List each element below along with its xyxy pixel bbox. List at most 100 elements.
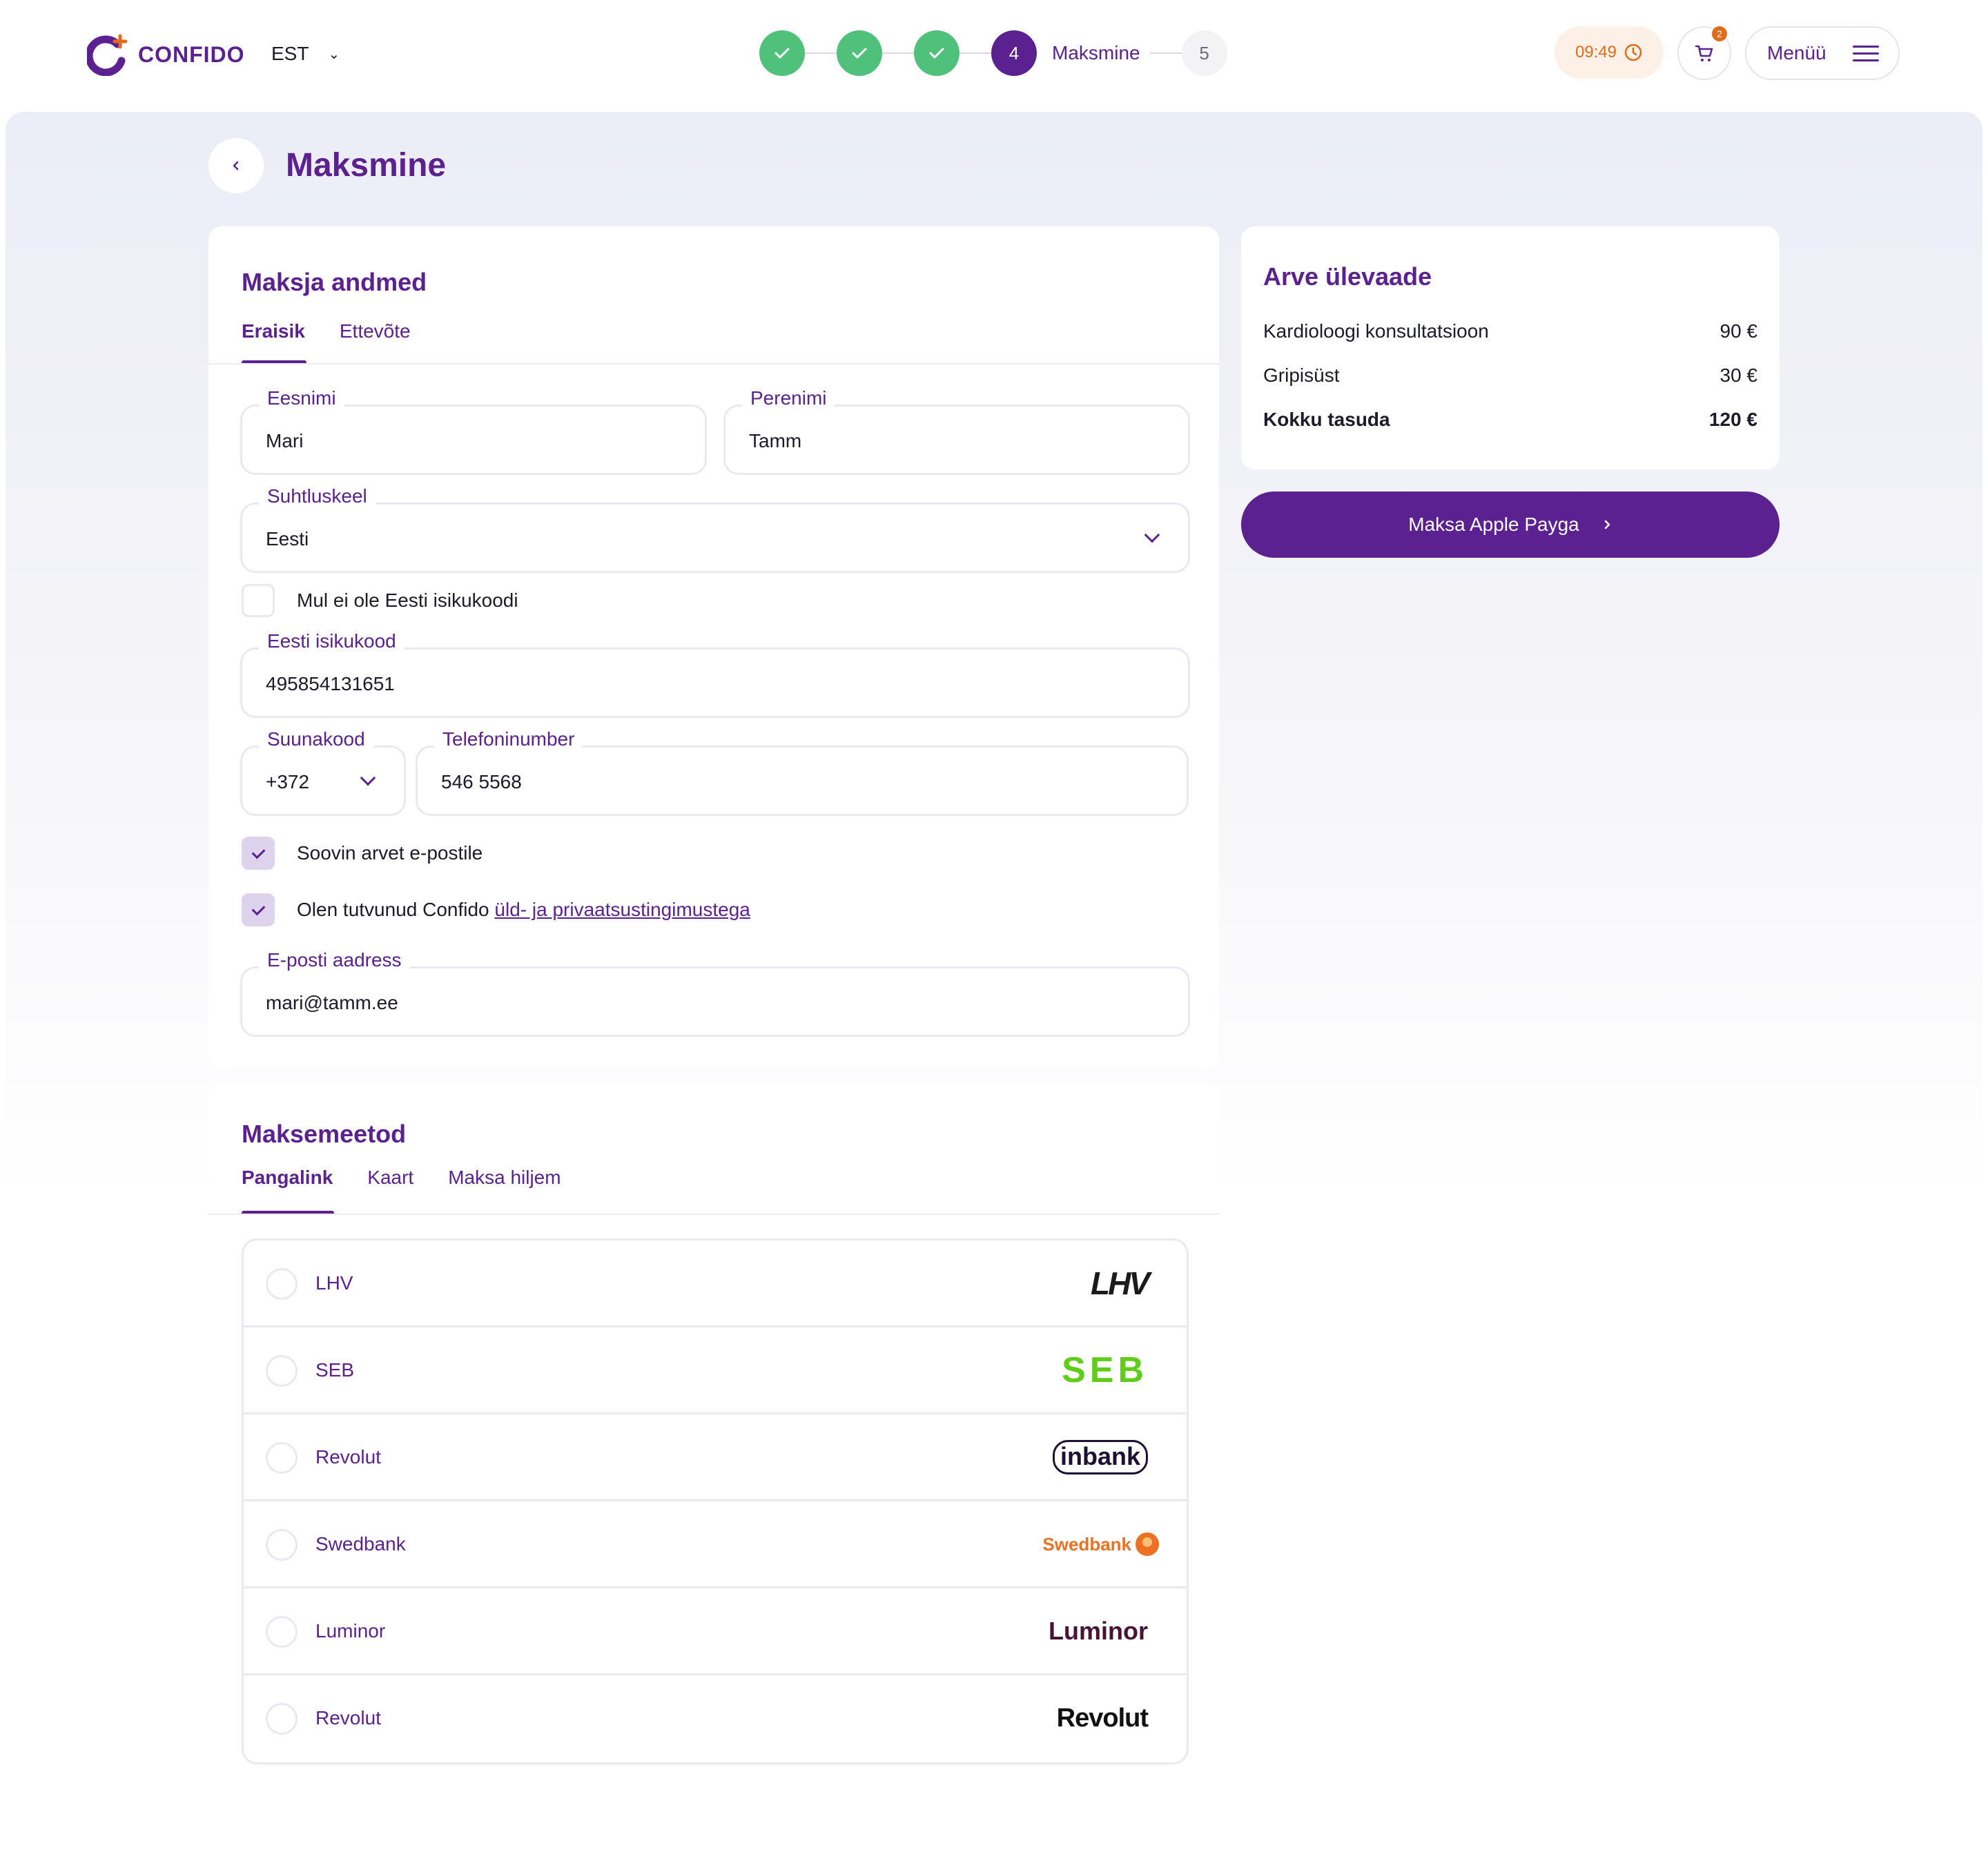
id-code-field[interactable]: Eesti isikukood 495854131651 xyxy=(240,630,1190,718)
terms-checkbox-label: Olen tutvunud Confido üld- ja privaatsus… xyxy=(297,899,750,921)
bank-list: LHV LHV SEB SEB Revolut inbank Swedbank … xyxy=(242,1238,1189,1764)
check-icon xyxy=(774,48,790,59)
payment-methods-card: Maksemeetod Pangalink Kaart Maksa hiljem… xyxy=(208,1084,1219,1774)
logo-text: CONFIDO xyxy=(138,41,245,67)
confido-logo-icon xyxy=(85,33,130,77)
bank-radio[interactable] xyxy=(266,1703,298,1735)
step-5-todo: 5 xyxy=(1181,30,1227,76)
page-title: Maksmine xyxy=(286,147,447,184)
area-code-value: +372 xyxy=(266,771,310,792)
step-3-done[interactable] xyxy=(914,30,959,76)
top-header: CONFIDO EST ⌄ 4 Maksmine 5 09:49 2 Menüü xyxy=(0,0,1988,109)
active-tab-indicator xyxy=(242,1211,334,1215)
back-button[interactable] xyxy=(208,138,264,193)
language-select[interactable]: Suhtluskeel Eesti xyxy=(240,485,1190,573)
menu-label: Menüü xyxy=(1767,42,1826,64)
tab-eraisik[interactable]: Eraisik xyxy=(242,320,305,342)
active-tab-indicator xyxy=(242,360,306,364)
session-timer: 09:49 xyxy=(1555,26,1664,79)
first-name-field[interactable]: Eesnimi Mari xyxy=(240,387,707,475)
bank-radio[interactable] xyxy=(266,1268,298,1300)
bank-name: Revolut xyxy=(315,1707,381,1729)
confido-logo[interactable]: CONFIDO xyxy=(85,33,245,77)
summary-total: Kokku tasuda 120 € xyxy=(1263,409,1757,431)
apple-pay-button[interactable]: Maksa Apple Payga xyxy=(1241,491,1780,558)
inbank-logo-text: inbank xyxy=(1052,1440,1148,1474)
chevron-down-icon: ⌄ xyxy=(328,46,340,62)
step-connector xyxy=(1149,52,1182,54)
bank-option-revolut-inbank[interactable]: Revolut inbank xyxy=(244,1414,1187,1501)
tab-kaart[interactable]: Kaart xyxy=(367,1167,414,1188)
seb-logo: SEB xyxy=(1062,1350,1148,1391)
last-name-field[interactable]: Perenimi Tamm xyxy=(723,387,1190,475)
bank-name: SEB xyxy=(315,1359,355,1381)
step-2-done[interactable] xyxy=(837,30,882,76)
menu-button[interactable]: Menüü xyxy=(1745,26,1900,80)
timer-value: 09:49 xyxy=(1575,43,1617,61)
bank-radio[interactable] xyxy=(266,1442,298,1474)
apple-pay-button-label: Maksa Apple Payga xyxy=(1408,514,1579,535)
check-icon xyxy=(852,48,867,59)
step-connector xyxy=(805,52,837,54)
last-name-label: Perenimi xyxy=(742,387,835,409)
hamburger-icon xyxy=(1852,41,1879,66)
tab-divider xyxy=(208,363,1219,364)
bank-option-revolut[interactable]: Revolut Revolut xyxy=(244,1675,1187,1762)
terms-label-text: Olen tutvunud Confido xyxy=(297,899,495,920)
swedbank-oak-icon xyxy=(1136,1532,1159,1556)
payer-details-card: Maksja andmed Eraisik Ettevõte Eesnimi M… xyxy=(208,226,1219,1069)
methods-heading: Maksemeetod xyxy=(242,1120,407,1148)
invoice-email-checkbox-row[interactable]: Soovin arvet e-postile xyxy=(242,837,483,870)
bank-option-luminor[interactable]: Luminor Luminor xyxy=(244,1588,1187,1675)
tab-pangalink[interactable]: Pangalink xyxy=(242,1167,333,1188)
terms-checkbox-row[interactable]: Olen tutvunud Confido üld- ja privaatsus… xyxy=(242,893,750,926)
terms-link[interactable]: üld- ja privaatsustingimustega xyxy=(494,899,750,920)
phone-number-value: 546 5568 xyxy=(441,771,522,792)
invoice-email-checkbox[interactable] xyxy=(242,837,275,870)
swedbank-logo-text: Swedbank xyxy=(1042,1533,1131,1555)
cart-count-badge: 2 xyxy=(1712,26,1727,41)
invoice-summary-card: Arve ülevaade Kardioloogi konsultatsioon… xyxy=(1241,226,1780,469)
language-select-value: Eesti xyxy=(266,528,309,549)
invoice-email-checkbox-label: Soovin arvet e-postile xyxy=(297,842,483,864)
item-name: Gripisüst xyxy=(1263,364,1340,386)
payer-heading: Maksja andmed xyxy=(242,268,427,296)
bank-radio[interactable] xyxy=(266,1529,298,1561)
bank-radio[interactable] xyxy=(266,1616,298,1648)
email-label: E-posti aadress xyxy=(259,949,410,971)
seb-logo-text: SEB xyxy=(1062,1350,1148,1390)
summary-line-item: Gripisüst 30 € xyxy=(1263,364,1757,387)
terms-checkbox[interactable] xyxy=(242,893,275,926)
tab-ettevote[interactable]: Ettevõte xyxy=(339,320,411,342)
revolut-logo: Revolut xyxy=(1057,1697,1149,1739)
bank-name: Revolut xyxy=(315,1446,381,1468)
luminor-logo: Luminor xyxy=(1049,1610,1148,1652)
area-code-label: Suunakood xyxy=(259,728,373,750)
bank-option-swedbank[interactable]: Swedbank Swedbank xyxy=(244,1501,1187,1588)
swedbank-logo: Swedbank xyxy=(1042,1523,1160,1565)
luminor-logo-text: Luminor xyxy=(1049,1617,1148,1645)
lhv-logo-text: LHV xyxy=(1091,1265,1150,1301)
summary-line-item: Kardioloogi konsultatsioon 90 € xyxy=(1263,320,1757,342)
area-code-select[interactable]: Suunakood +372 xyxy=(240,728,406,816)
phone-number-label: Telefoninumber xyxy=(434,728,583,750)
last-name-value: Tamm xyxy=(749,430,802,451)
no-id-checkbox[interactable] xyxy=(242,584,275,617)
bank-option-lhv[interactable]: LHV LHV xyxy=(244,1240,1187,1327)
no-id-checkbox-row[interactable]: Mul ei ole Eesti isikukoodi xyxy=(242,584,518,617)
email-field[interactable]: E-posti aadress mari@tamm.ee xyxy=(240,949,1190,1037)
bank-option-seb[interactable]: SEB SEB xyxy=(244,1327,1187,1414)
step-1-done[interactable] xyxy=(759,30,805,76)
first-name-label: Eesnimi xyxy=(259,387,344,409)
language-select-label: Suhtluskeel xyxy=(259,485,376,507)
cart-button[interactable]: 2 xyxy=(1677,26,1731,80)
phone-number-field[interactable]: Telefoninumber 546 5568 xyxy=(416,728,1189,816)
check-icon xyxy=(929,48,944,59)
tab-maksa-hiljem[interactable]: Maksa hiljem xyxy=(448,1167,561,1188)
language-selector[interactable]: EST ⌄ xyxy=(271,43,340,65)
total-label: Kokku tasuda xyxy=(1263,409,1390,430)
bank-radio[interactable] xyxy=(266,1355,298,1387)
tab-divider xyxy=(208,1214,1219,1215)
email-value: mari@tamm.ee xyxy=(266,992,398,1013)
item-name: Kardioloogi konsultatsioon xyxy=(1263,320,1489,342)
